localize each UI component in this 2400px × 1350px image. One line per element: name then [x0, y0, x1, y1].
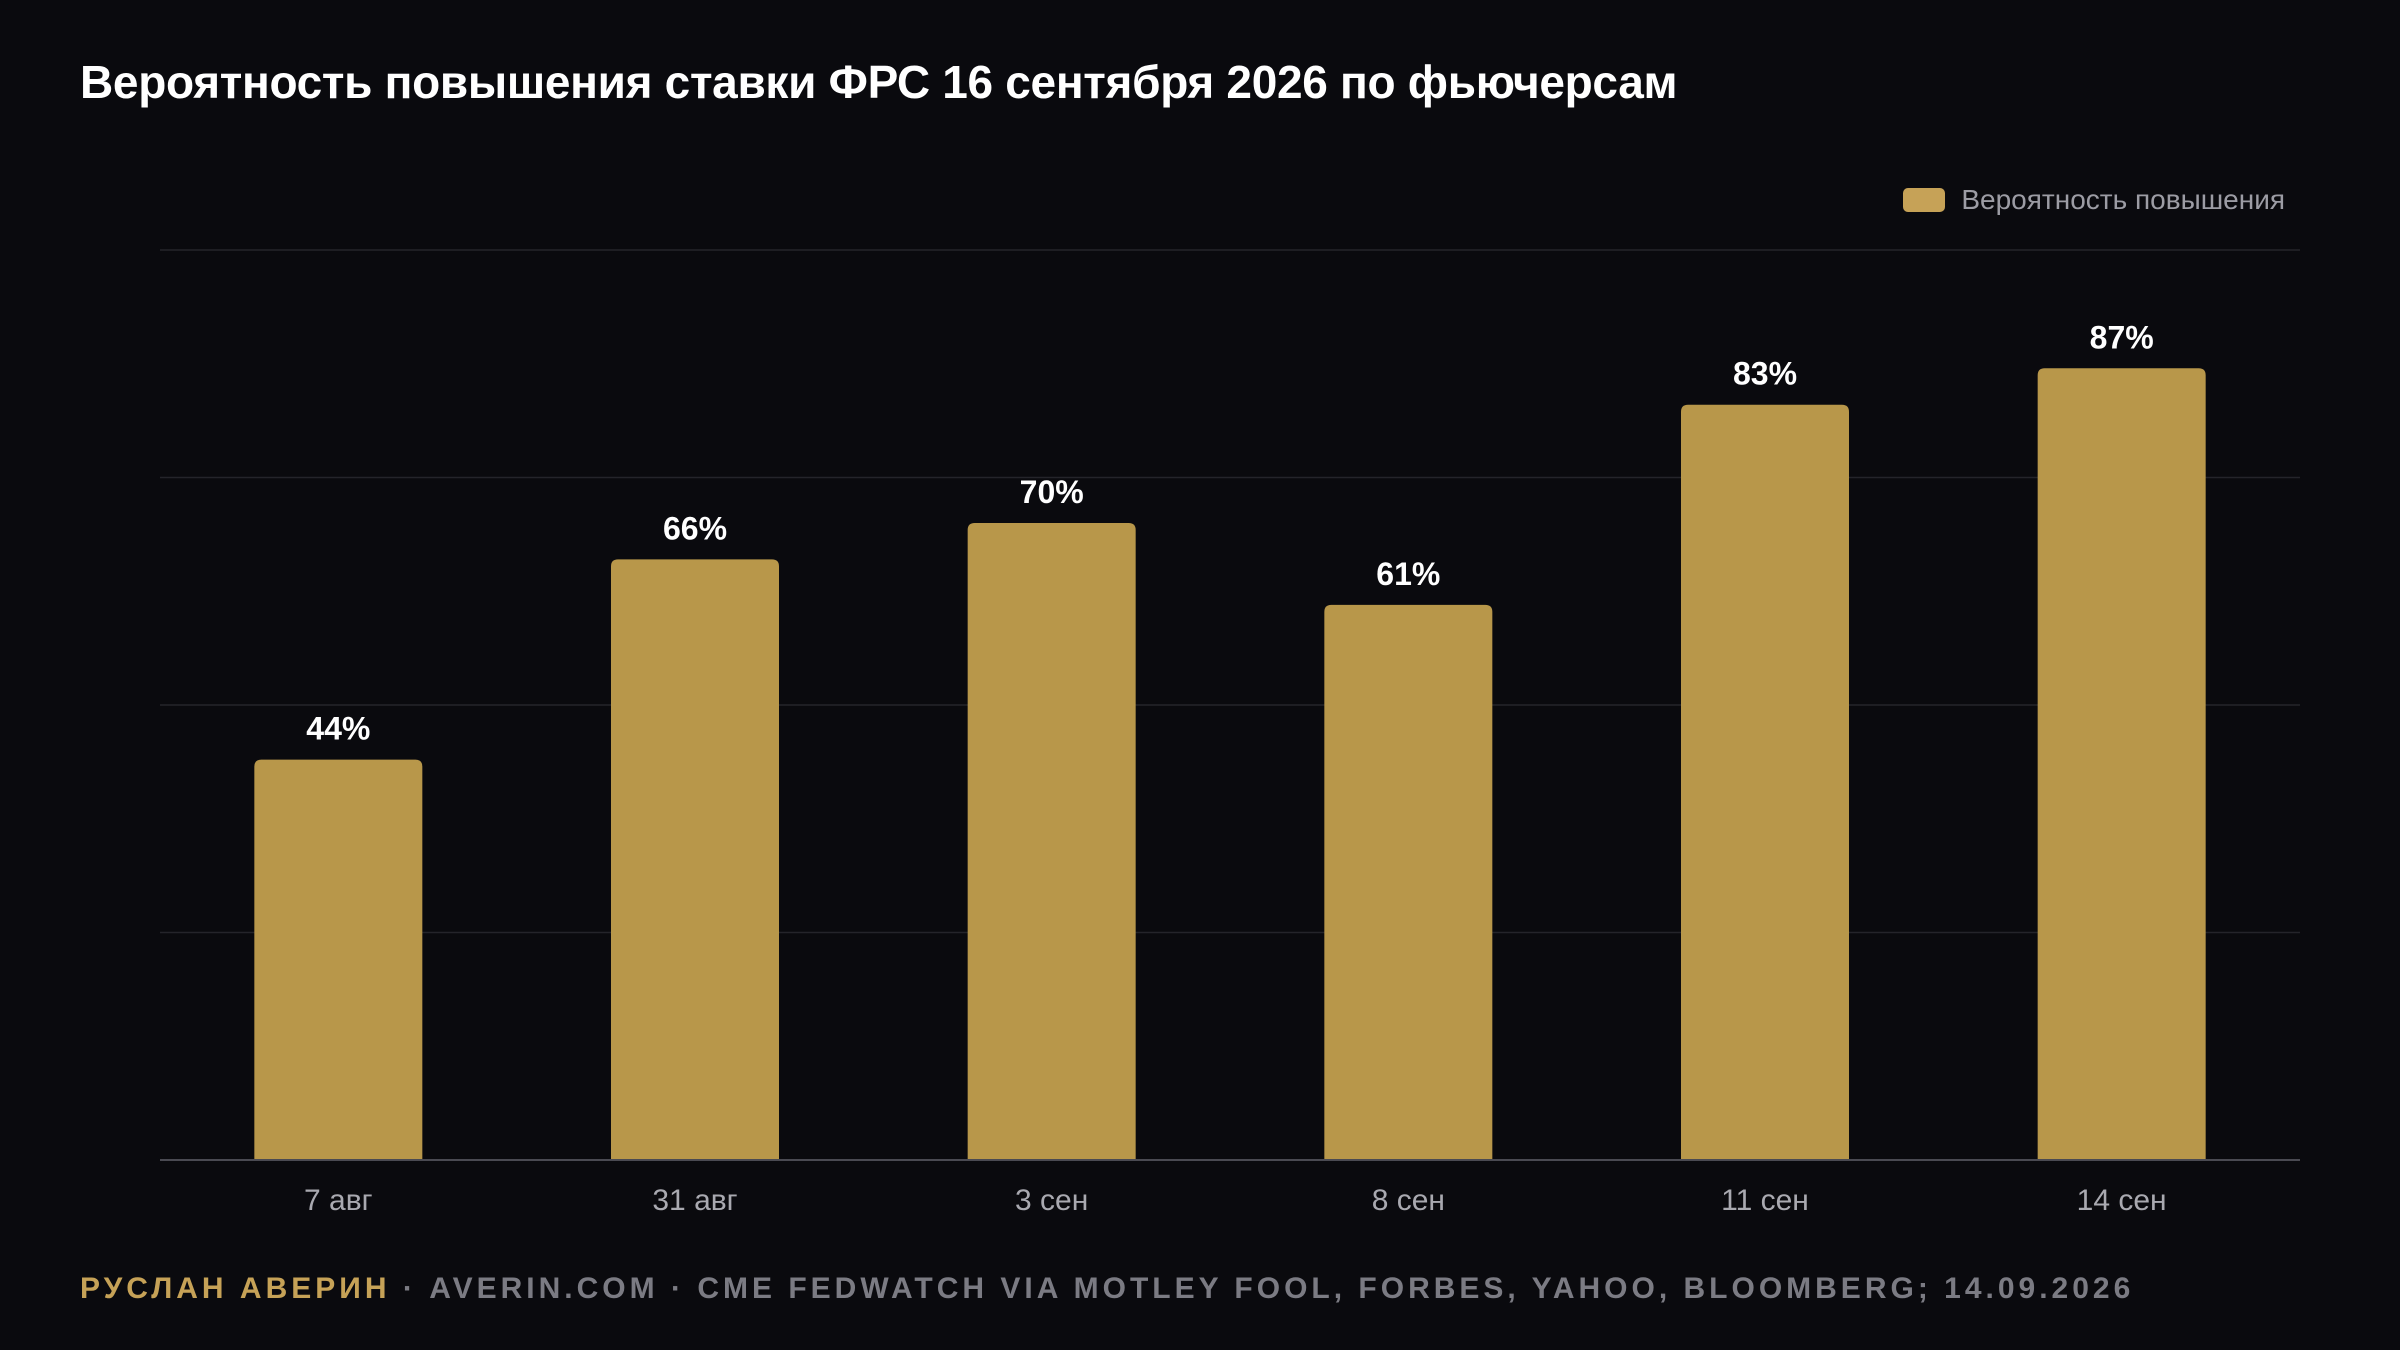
value-label: 61%: [1376, 556, 1440, 592]
x-tick-label: 31 авг: [652, 1184, 737, 1217]
bar-chart: 44% 66% 70% 61% 83% 87% 7 авг 31 авг 3 сен 8 сен…: [160, 249, 2300, 1217]
legend-swatch: [1903, 188, 1946, 212]
x-tick-label: 14 сен: [2077, 1184, 2167, 1217]
footer-site: AVERIN.COM: [429, 1272, 659, 1305]
value-label: 83%: [1733, 356, 1797, 392]
value-label: 87%: [2090, 319, 2154, 355]
x-tick-label: 3 сен: [1015, 1184, 1088, 1217]
value-label: 44%: [306, 711, 370, 747]
bar: [254, 759, 423, 1160]
grid-lines: [160, 249, 2300, 934]
x-tick-label: 11 сен: [1721, 1184, 1809, 1217]
x-tick-label: 8 сен: [1372, 1184, 1445, 1217]
bar: [1324, 604, 1493, 1160]
value-label: 66%: [663, 510, 727, 546]
footer-source: CME FEDWATCH VIA MOTLEY FOOL, FORBES, YA…: [697, 1272, 2135, 1305]
bar: [2037, 368, 2206, 1160]
value-labels: 44% 66% 70% 61% 83% 87%: [306, 319, 2153, 746]
legend-label: Вероятность повышения: [1961, 184, 2285, 215]
bar: [611, 559, 779, 1160]
bar: [967, 523, 1136, 1160]
value-label: 70%: [1020, 474, 1084, 510]
bar: [1681, 404, 1849, 1160]
footer-credits: РУСЛАН АВЕРИН · AVERIN.COM · CME FEDWATC…: [80, 1272, 2134, 1306]
chart-title: Вероятность повышения ставки ФРС 16 сент…: [80, 56, 1678, 108]
bars: [254, 368, 2206, 1160]
footer-separator: ·: [402, 1272, 417, 1305]
x-tick-labels: 7 авг 31 авг 3 сен 8 сен 11 сен 14 сен: [304, 1184, 2167, 1217]
footer-separator: ·: [670, 1272, 685, 1305]
chart-legend: Вероятность повышения: [1903, 184, 2285, 216]
footer-author: РУСЛАН АВЕРИН: [80, 1272, 391, 1305]
x-tick-label: 7 авг: [304, 1184, 373, 1217]
